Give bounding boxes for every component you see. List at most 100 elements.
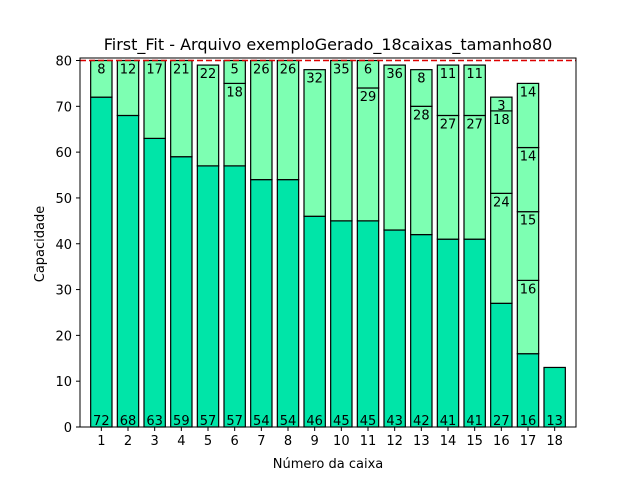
- bar-segment: [196, 64, 220, 167]
- plot-frame: [79, 57, 577, 428]
- segment-value-label: 57: [226, 414, 243, 429]
- segment-value-label: 15: [520, 214, 537, 229]
- segment-value-label: 54: [280, 414, 297, 429]
- y-tick-label: 20: [55, 329, 72, 344]
- segment-value-label: 24: [493, 195, 510, 210]
- bar-segment: [330, 220, 353, 428]
- segment-value-label: 29: [360, 90, 377, 105]
- bar-segment: [490, 96, 513, 112]
- bar-segment: [356, 220, 380, 428]
- segment-value-label: 72: [93, 414, 110, 429]
- segment-value-label: 22: [200, 67, 217, 82]
- segment-value-label: 59: [173, 414, 190, 429]
- segment-value-label: 16: [520, 414, 537, 429]
- segment-value-label: 21: [173, 63, 190, 78]
- y-tick-label: 60: [55, 146, 72, 161]
- segment-value-label: 68: [120, 414, 137, 429]
- segment-value-label: 18: [226, 85, 243, 100]
- bar-segment: [410, 105, 433, 236]
- bar-segment: [196, 165, 220, 428]
- x-tick-label: 1: [97, 434, 105, 449]
- segment-value-label: 27: [440, 117, 457, 132]
- x-tick-label: 13: [413, 434, 430, 449]
- bar-segment: [410, 233, 433, 428]
- x-tick-label: 18: [546, 434, 563, 449]
- x-tick-label: 16: [493, 434, 510, 449]
- x-tick-label: 8: [284, 434, 292, 449]
- segment-value-label: 14: [520, 85, 537, 100]
- x-tick-label: 17: [520, 434, 537, 449]
- bar-segment: [383, 229, 406, 428]
- segment-value-label: 17: [146, 63, 163, 78]
- x-tick-label: 5: [204, 434, 212, 449]
- x-tick-label: 14: [440, 434, 457, 449]
- y-tick-label: 10: [55, 375, 72, 390]
- segment-value-label: 27: [493, 414, 510, 429]
- segment-value-label: 41: [466, 414, 483, 429]
- bar-segment: [436, 114, 460, 240]
- bar-segment: [250, 179, 273, 428]
- bar-segment: [276, 179, 300, 428]
- bar-segment: [303, 69, 326, 217]
- bar-segment: [516, 82, 540, 149]
- segment-value-label: 36: [386, 67, 403, 82]
- segment-value-label: 43: [386, 414, 403, 429]
- bar-segment: [356, 87, 380, 222]
- bar-segment: [223, 165, 246, 428]
- bar-segment: [170, 156, 193, 428]
- bar-segment: [276, 59, 300, 181]
- bar-segment: [303, 215, 326, 428]
- bar-segment: [463, 64, 486, 117]
- segment-value-label: 35: [333, 63, 350, 78]
- segment-value-label: 8: [97, 63, 105, 78]
- segment-value-label: 41: [440, 414, 457, 429]
- chart-title: First_Fit - Arquivo exemploGerado_18caix…: [104, 35, 553, 55]
- bar-segment: [490, 302, 513, 428]
- segment-value-label: 46: [306, 414, 323, 429]
- segment-value-label: 11: [440, 67, 457, 82]
- segment-value-label: 12: [120, 63, 137, 78]
- bar-segment: [463, 238, 486, 428]
- y-tick-label: 70: [55, 100, 72, 115]
- x-tick-label: 4: [177, 434, 185, 449]
- segment-value-label: 45: [333, 414, 350, 429]
- bar-segment: [143, 137, 166, 428]
- y-tick-label: 40: [55, 238, 72, 253]
- x-tick-label: 11: [360, 434, 377, 449]
- segment-value-label: 26: [253, 63, 270, 78]
- segment-value-label: 3: [497, 99, 505, 114]
- y-tick-label: 0: [64, 421, 72, 436]
- segment-value-label: 14: [520, 150, 537, 165]
- bar-segment: [330, 59, 353, 222]
- bar-segment: [463, 114, 486, 240]
- x-tick-label: 12: [386, 434, 403, 449]
- segment-value-label: 27: [466, 117, 483, 132]
- segment-value-label: 16: [520, 282, 537, 297]
- segment-value-label: 18: [493, 113, 510, 128]
- x-tick-label: 3: [151, 434, 159, 449]
- x-tick-label: 9: [311, 434, 319, 449]
- bar-segment: [436, 64, 460, 117]
- segment-value-label: 32: [306, 72, 323, 87]
- plot-area: 7281681226317359214572255718565426754268…: [55, 55, 577, 449]
- bar-segment: [90, 96, 113, 428]
- bar-segment: [116, 114, 140, 428]
- x-axis-label: Número da caixa: [273, 457, 384, 472]
- x-tick-label: 6: [231, 434, 239, 449]
- segment-value-label: 26: [280, 63, 297, 78]
- x-tick-label: 15: [466, 434, 483, 449]
- y-axis-label: Capacidade: [33, 206, 48, 283]
- x-tick-label: 7: [257, 434, 265, 449]
- segment-value-label: 5: [231, 63, 239, 78]
- segment-value-label: 54: [253, 414, 270, 429]
- segment-value-label: 45: [360, 414, 377, 429]
- y-tick-label: 30: [55, 284, 72, 299]
- segment-value-label: 13: [546, 414, 563, 429]
- bar-segment: [410, 69, 433, 107]
- segment-value-label: 63: [146, 414, 163, 429]
- y-tick-label: 80: [55, 55, 72, 70]
- segment-value-label: 42: [413, 414, 430, 429]
- segment-value-label: 6: [364, 63, 372, 78]
